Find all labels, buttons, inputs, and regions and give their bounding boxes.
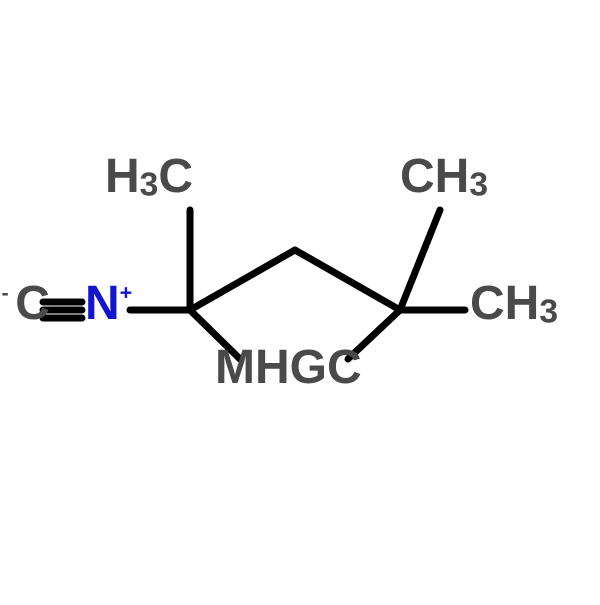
chemical-structure-canvas: -C N+ H3C CH3 CH3 MHGC [0, 0, 600, 600]
atom-label-ch3_top_right: CH3 [400, 149, 488, 204]
atom-label-ch3_right: CH3 [470, 276, 558, 331]
atom-label-c_terminal: -C [8, 276, 50, 331]
atom-label-h3c_top_left: H3C [105, 149, 193, 204]
atom-label-n_plus: N+ [85, 276, 132, 331]
atom-label-mhgc_bottom: MHGC [215, 340, 362, 395]
